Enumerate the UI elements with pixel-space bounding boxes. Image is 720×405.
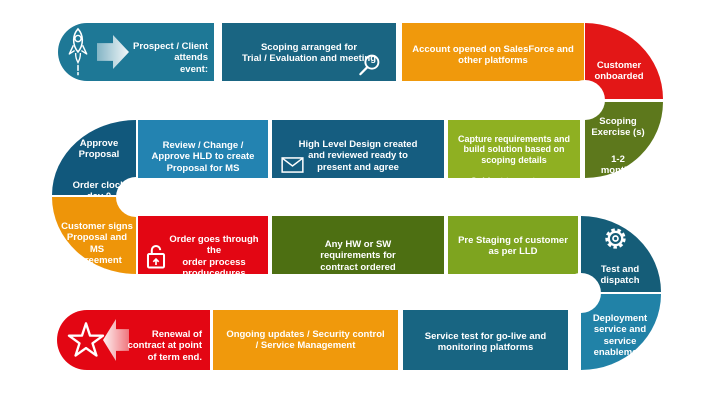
node-label: Renewal of contract at point of term end…: [127, 329, 202, 363]
star-icon: [67, 322, 105, 357]
node-capture-requirements: Capture requirements and build solution …: [448, 120, 580, 197]
turn-left-1: Approve Proposal Order clock day 0 Custo…: [52, 120, 156, 274]
node-prospect-client: Prospect / Client attends event: Day 0: [58, 23, 214, 97]
node-duration: Day 1-14: [289, 84, 329, 96]
node-duration: 36-60 months: [140, 374, 202, 386]
node-label: Prospect / Client attends event:: [133, 41, 208, 75]
node-label: Ongoing updates / Security control / Ser…: [226, 329, 385, 352]
node-duration: 7-21 days: [192, 295, 236, 307]
envelope-icon: [281, 157, 304, 173]
node-label: Customer onboarded: [594, 60, 644, 83]
node-label: Scoping Exercise (s): [591, 116, 645, 139]
node-duration: Day 0: [182, 86, 208, 98]
padlock-icon: [146, 244, 166, 269]
magnifier-icon: [359, 54, 380, 76]
node-label: Any HW or SW requirements for contract o…: [320, 239, 396, 273]
node-label: Test and dispatch: [600, 264, 640, 287]
node-renewal: Renewal of contract at point of term end…: [57, 310, 210, 385]
node-label: Capture requirements and build solution …: [457, 133, 571, 165]
node-duration: Day 2-21: [473, 87, 513, 99]
rocket-icon: [68, 27, 88, 76]
node-label: High Level Design created and reviewed r…: [298, 139, 418, 173]
turn-hole: [116, 177, 156, 217]
node-label: Pre Staging of customer as per LLD: [458, 235, 568, 258]
node-account-opened: Account opened on SalesForce and other p…: [402, 23, 584, 99]
node-label: Review / Change / Approve HLD to create …: [151, 140, 255, 174]
gear-icon: [605, 228, 626, 249]
turn-right-2: Test and dispatch Deployment service and…: [561, 216, 661, 370]
node-scoping-arranged: Scoping arranged for Trial / Evaluation …: [222, 23, 396, 96]
turn-right-1: Customer onboarded 21 days Scoping Exerc…: [565, 23, 663, 178]
node-label: Service test for go-live and monitoring …: [424, 331, 547, 354]
node-pre-staging: Pre Staging of customer as per LLD: [448, 216, 578, 274]
node-label: Account opened on SalesForce and other p…: [412, 44, 574, 67]
turn-hole: [561, 273, 601, 313]
node-order-process: Order goes through the order process pro…: [138, 216, 268, 306]
node-duration: 1-2 months: [600, 153, 636, 177]
node-ongoing-updates: Ongoing updates / Security control / Ser…: [213, 310, 398, 383]
node-review-change: Review / Change / Approve HLD to create …: [138, 120, 268, 178]
node-label: Order goes through the order process pro…: [169, 234, 259, 279]
node-note: Subject to customer timescales: [470, 176, 558, 197]
node-label: Customer signs Proposal and MS Agreement: [61, 221, 133, 266]
node-label: Deployment service and service enablemen…: [592, 313, 648, 358]
node-label: Approve Proposal: [78, 138, 120, 161]
node-hw-sw-requirements: Any HW or SW requirements for contract o…: [272, 216, 444, 274]
node-label: Scoping arranged for Trial / Evaluation …: [241, 42, 377, 65]
node-note: Subject to agreed SLA signed: [238, 371, 373, 383]
turn-hole: [565, 80, 605, 120]
node-service-test: Service test for go-live and monitoring …: [403, 310, 568, 370]
node-high-level-design: High Level Design created and reviewed r…: [272, 120, 444, 178]
node-duration: Order clock day 0: [72, 179, 126, 202]
